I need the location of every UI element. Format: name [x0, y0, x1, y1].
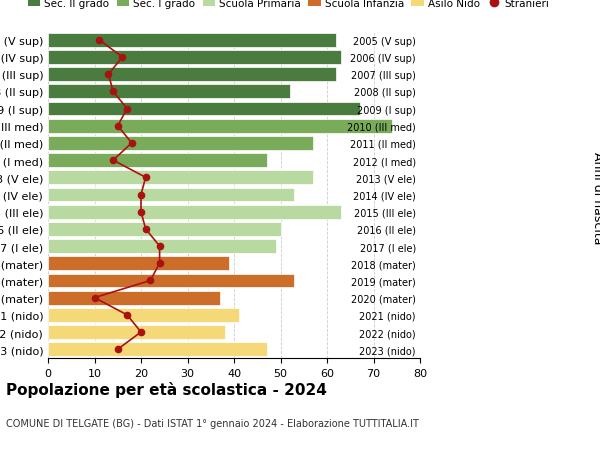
Text: Anni di nascita: Anni di nascita: [590, 151, 600, 244]
Bar: [48, 240, 276, 253]
Text: Popolazione per età scolastica - 2024: Popolazione per età scolastica - 2024: [6, 381, 327, 397]
Bar: [48, 291, 220, 305]
Bar: [48, 188, 295, 202]
Bar: [48, 308, 239, 322]
Bar: [48, 34, 337, 48]
Bar: [48, 51, 341, 65]
Bar: [48, 171, 313, 185]
Bar: [48, 102, 359, 116]
Bar: [48, 325, 225, 339]
Bar: [48, 205, 341, 219]
Text: COMUNE DI TELGATE (BG) - Dati ISTAT 1° gennaio 2024 - Elaborazione TUTTITALIA.IT: COMUNE DI TELGATE (BG) - Dati ISTAT 1° g…: [6, 418, 419, 428]
Bar: [48, 137, 313, 151]
Legend: Sec. II grado, Sec. I grado, Scuola Primaria, Scuola Infanzia, Asilo Nido, Stran: Sec. II grado, Sec. I grado, Scuola Prim…: [23, 0, 553, 13]
Bar: [48, 223, 281, 236]
Bar: [48, 274, 295, 288]
Bar: [48, 257, 229, 270]
Bar: [48, 154, 266, 168]
Bar: [48, 120, 392, 133]
Bar: [48, 85, 290, 99]
Bar: [48, 342, 266, 356]
Bar: [48, 68, 337, 82]
